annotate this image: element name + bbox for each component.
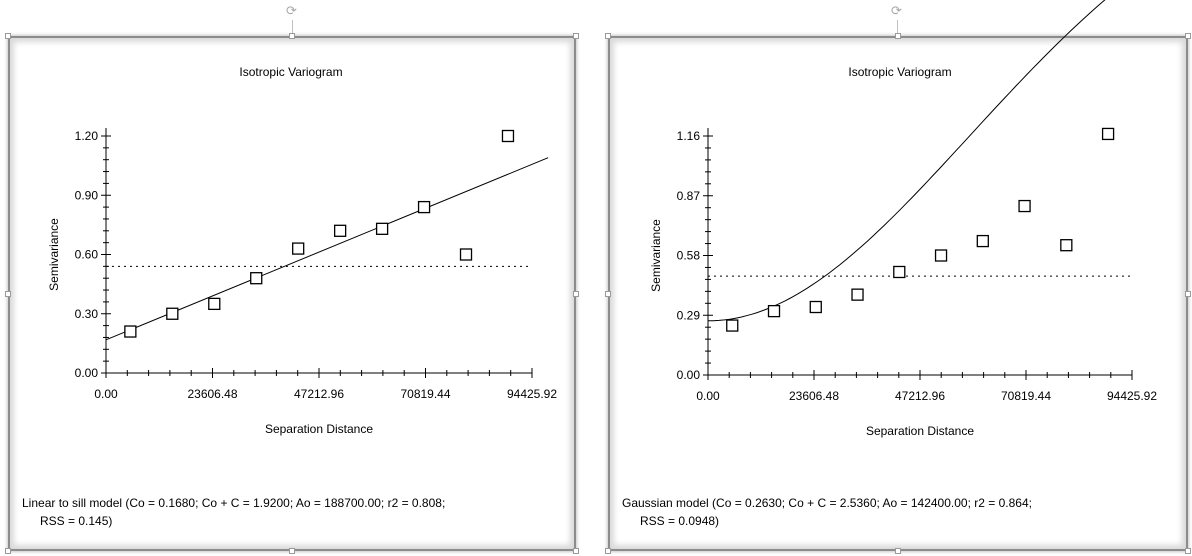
data-point [333,224,347,237]
y-tick-label: 0.58 [677,249,701,263]
data-point [124,325,137,338]
x-tick-label: 23606.48 [187,387,237,401]
y-tick-label: 0.00 [75,366,99,380]
rotate-handle-icon[interactable]: ⟳ [286,4,297,19]
data-point [726,319,739,332]
y-tick-label: 0.00 [677,368,701,382]
resize-handle[interactable] [573,33,579,39]
y-tick-label: 1.16 [677,129,701,143]
model-summary-line-2: RSS = 0.0948) [640,514,720,528]
variogram-chart-right: Isotropic Variogram 0.00 0.29 0.58 0.87 1.16 0… [649,0,1157,438]
y-tick-label: 0.90 [75,188,99,202]
data-point [417,200,431,214]
data-point [1101,127,1115,141]
x-tick-label: 70819.44 [400,387,450,401]
data-point [767,304,781,318]
resize-handle[interactable] [573,548,579,554]
data-point [459,248,473,261]
data-point [1018,199,1031,213]
model-summary-line-2: RSS = 0.145) [40,514,113,528]
chart-title: Isotropic Variogram [848,65,951,79]
y-tick-label: 0.30 [75,307,99,321]
resize-handle[interactable] [573,291,579,297]
x-tick-label: 94425.92 [1107,389,1157,403]
y-tick-label: 1.20 [75,129,99,143]
resize-handle[interactable] [605,548,611,554]
x-tick-label: 70819.44 [1001,389,1051,403]
model-summary-line-1: Gaussian model (Co = 0.2630; Co + C = 2.… [622,496,1032,510]
x-tick-label: 0.00 [94,387,118,401]
data-point [166,307,179,320]
resize-handle[interactable] [1185,33,1191,39]
variogram-chart-left: Isotropic Variogram 0.00 0.30 0.60 0.90 1.20 0… [47,65,557,436]
y-tick-label: 0.60 [75,248,99,262]
rotate-handle-stem [292,20,293,36]
rotate-handle-stem [897,20,898,36]
x-tick-label: 94425.92 [507,387,557,401]
data-point [292,242,305,255]
resize-handle[interactable] [605,291,611,297]
x-tick-label: 47212.96 [294,387,344,401]
resize-handle[interactable] [1185,548,1191,554]
chart-frame-left[interactable]: Isotropic Variogram 0.00 0.30 0.60 0.90 1.20 0… [8,36,576,551]
data-point [250,272,263,285]
resize-handle[interactable] [5,33,11,39]
y-tick-label: 0.29 [677,308,701,322]
data-point [501,129,515,143]
resize-handle[interactable] [5,291,11,297]
model-fit-curve [707,0,1106,322]
resize-handle[interactable] [289,33,295,39]
model-summary-line-1: Linear to sill model (Co = 0.1680; Co + … [22,496,446,510]
resize-handle[interactable] [895,33,901,39]
resize-handle[interactable] [605,33,611,39]
data-point [208,297,221,311]
resize-handle[interactable] [289,548,295,554]
y-axis-label: Semivariance [47,218,61,291]
y-axis-label: Semivariance [649,219,663,292]
data-point [851,288,864,301]
data-point [934,249,948,262]
data-point [893,265,906,279]
chart-frame-right[interactable]: Isotropic Variogram 0.00 0.29 0.58 0.87 1.16 0… [608,0,1188,551]
x-axis-label: Separation Distance [265,422,373,436]
data-point [809,300,822,314]
resize-handle[interactable] [895,548,901,554]
x-tick-label: 0.00 [696,389,720,403]
resize-handle[interactable] [5,548,11,554]
data-point [375,222,389,235]
x-axis-label: Separation Distance [866,424,974,438]
rotate-handle-icon[interactable]: ⟳ [891,4,902,19]
chart-title: Isotropic Variogram [239,65,342,79]
x-tick-label: 47212.96 [895,389,945,403]
y-tick-label: 0.87 [677,189,701,203]
resize-handle[interactable] [1185,291,1191,297]
model-fit-line [105,157,549,341]
data-point [1060,239,1073,252]
x-tick-label: 23606.48 [789,389,839,403]
data-point [976,234,989,248]
